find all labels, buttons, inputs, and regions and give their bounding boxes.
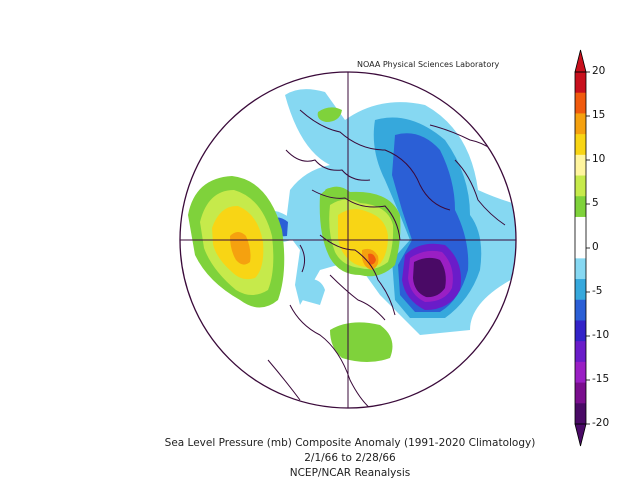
- colorbar-segment: [575, 72, 586, 94]
- colorbar-segment: [575, 134, 586, 156]
- colorbar-segment: [575, 403, 586, 425]
- pos-arctic-15: [338, 209, 388, 267]
- credit-label: NOAA Physical Sciences Laboratory: [357, 60, 500, 69]
- colorbar-max-arrow: [574, 49, 587, 73]
- coastlines: [267, 109, 511, 408]
- colorbar-segment: [575, 92, 586, 114]
- colorbar-tick-label: 5: [592, 197, 599, 209]
- colorbar-tick-label: 20: [592, 65, 606, 77]
- map-border: [179, 71, 517, 409]
- map-title: Sea Level Pressure (mb) Composite Anomal…: [164, 437, 536, 449]
- colorbar-segment: [575, 279, 586, 301]
- colorbar-tick-label: -5: [592, 285, 603, 297]
- data-source: NCEP/NCAR Reanalysis: [289, 467, 411, 479]
- colorbar-tick-label: -15: [592, 373, 610, 385]
- colorbar: [574, 49, 590, 447]
- pos-siberia-north: [317, 107, 342, 122]
- colorbar-segment: [575, 320, 586, 342]
- colorbar-segment: [575, 258, 586, 280]
- pos-greenland-small: [325, 187, 338, 200]
- pos-arctic-25: [368, 253, 376, 265]
- pos-us: [330, 322, 393, 362]
- neg-field-greenland: [300, 278, 325, 305]
- date-range: 2/1/66 to 2/28/66: [304, 452, 396, 464]
- colorbar-segment: [575, 237, 586, 259]
- colorbar-tick-label: 0: [592, 241, 599, 253]
- colorbar-segment: [575, 175, 586, 197]
- colorbar-tick-label: -20: [592, 417, 610, 429]
- colorbar-tick-label: -10: [592, 329, 610, 341]
- colorbar-segment: [575, 196, 586, 218]
- colorbar-tick-label: 10: [592, 153, 606, 165]
- anomaly-fields: [188, 89, 516, 362]
- colorbar-segment: [575, 361, 586, 384]
- colorbar-segment: [575, 341, 586, 363]
- colorbar-tick-label: 15: [592, 109, 606, 121]
- neg-field-25: [413, 257, 446, 298]
- colorbar-segment: [575, 216, 586, 239]
- colorbar-segment: [575, 154, 586, 177]
- colorbar-segment: [575, 113, 586, 135]
- colorbar-segment: [575, 299, 586, 321]
- colorbar-segment: [575, 382, 586, 404]
